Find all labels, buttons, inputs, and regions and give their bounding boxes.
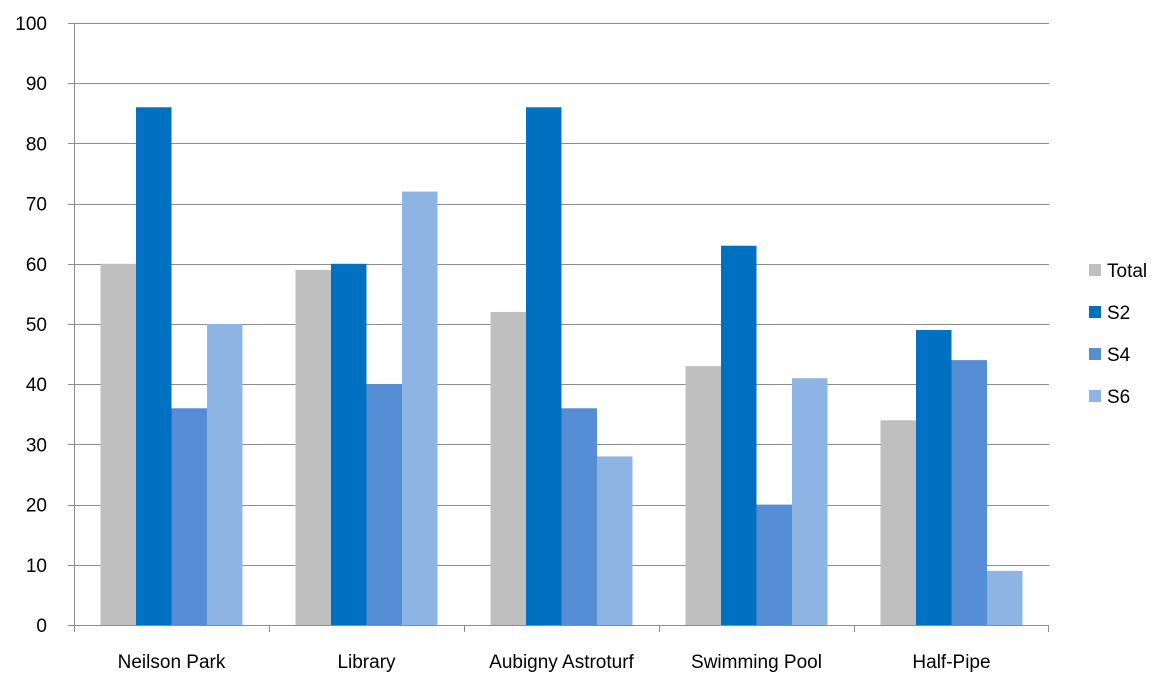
legend-swatch-s2 [1089, 306, 1101, 318]
bar-total-neilson-park [100, 263, 136, 625]
y-tick-label: 70 [26, 195, 47, 216]
bar-s2-half-pipe [916, 330, 952, 625]
y-axis-tick-labels: 0 10 20 30 40 50 60 70 80 90 100 [15, 14, 47, 637]
y-tick-label: 100 [15, 14, 47, 35]
bar-s6-half-pipe [987, 570, 1023, 625]
axes [68, 23, 1049, 632]
bar-s4-half-pipe [951, 360, 987, 625]
y-tick-label: 40 [26, 375, 47, 396]
bar-s6-swimming-pool [792, 378, 828, 625]
bar-s6-aubigny-astroturf [597, 456, 633, 625]
bar-s2-library [331, 263, 367, 625]
y-tick-label: 0 [36, 616, 47, 637]
legend-swatch-s6 [1089, 390, 1101, 402]
bar-s4-swimming-pool [756, 504, 792, 625]
bar-s2-swimming-pool [721, 245, 757, 626]
bar-total-swimming-pool [685, 366, 721, 625]
y-tick-label: 50 [26, 315, 47, 336]
legend: Total S2 S4 S6 [1089, 261, 1147, 408]
bar-total-library [295, 269, 331, 625]
bars [100, 107, 1023, 626]
y-tick-label: 10 [26, 556, 47, 577]
legend-swatch-total [1089, 264, 1101, 276]
x-category-label: Neilson Park [118, 652, 226, 673]
bar-s2-aubigny-astroturf [526, 107, 562, 625]
bar-s4-neilson-park [171, 408, 207, 625]
bar-s2-neilson-park [136, 107, 172, 625]
legend-swatch-s4 [1089, 348, 1101, 360]
y-tick-label: 60 [26, 255, 47, 276]
bar-total-half-pipe [880, 420, 916, 625]
bar-s6-library [402, 191, 438, 625]
bar-total-aubigny-astroturf [490, 311, 526, 625]
x-axis-category-labels: Neilson Park Library Aubigny Astroturf Swim… [118, 652, 991, 673]
y-tick-label: 80 [26, 134, 47, 155]
legend-label-s2: S2 [1107, 303, 1130, 324]
x-category-label: Library [337, 652, 396, 673]
x-category-label: Half-Pipe [912, 652, 990, 673]
x-category-label: Aubigny Astroturf [489, 652, 634, 673]
y-tick-label: 90 [26, 74, 47, 95]
legend-label-s6: S6 [1107, 387, 1130, 408]
y-tick-label: 20 [26, 496, 47, 517]
bar-s4-library [366, 384, 402, 625]
y-tick-label: 30 [26, 435, 47, 456]
bar-s6-neilson-park [207, 324, 243, 625]
x-category-label: Swimming Pool [691, 652, 822, 673]
legend-label-s4: S4 [1107, 345, 1131, 366]
bar-s4-aubigny-astroturf [561, 408, 597, 625]
legend-label-total: Total [1107, 261, 1147, 282]
